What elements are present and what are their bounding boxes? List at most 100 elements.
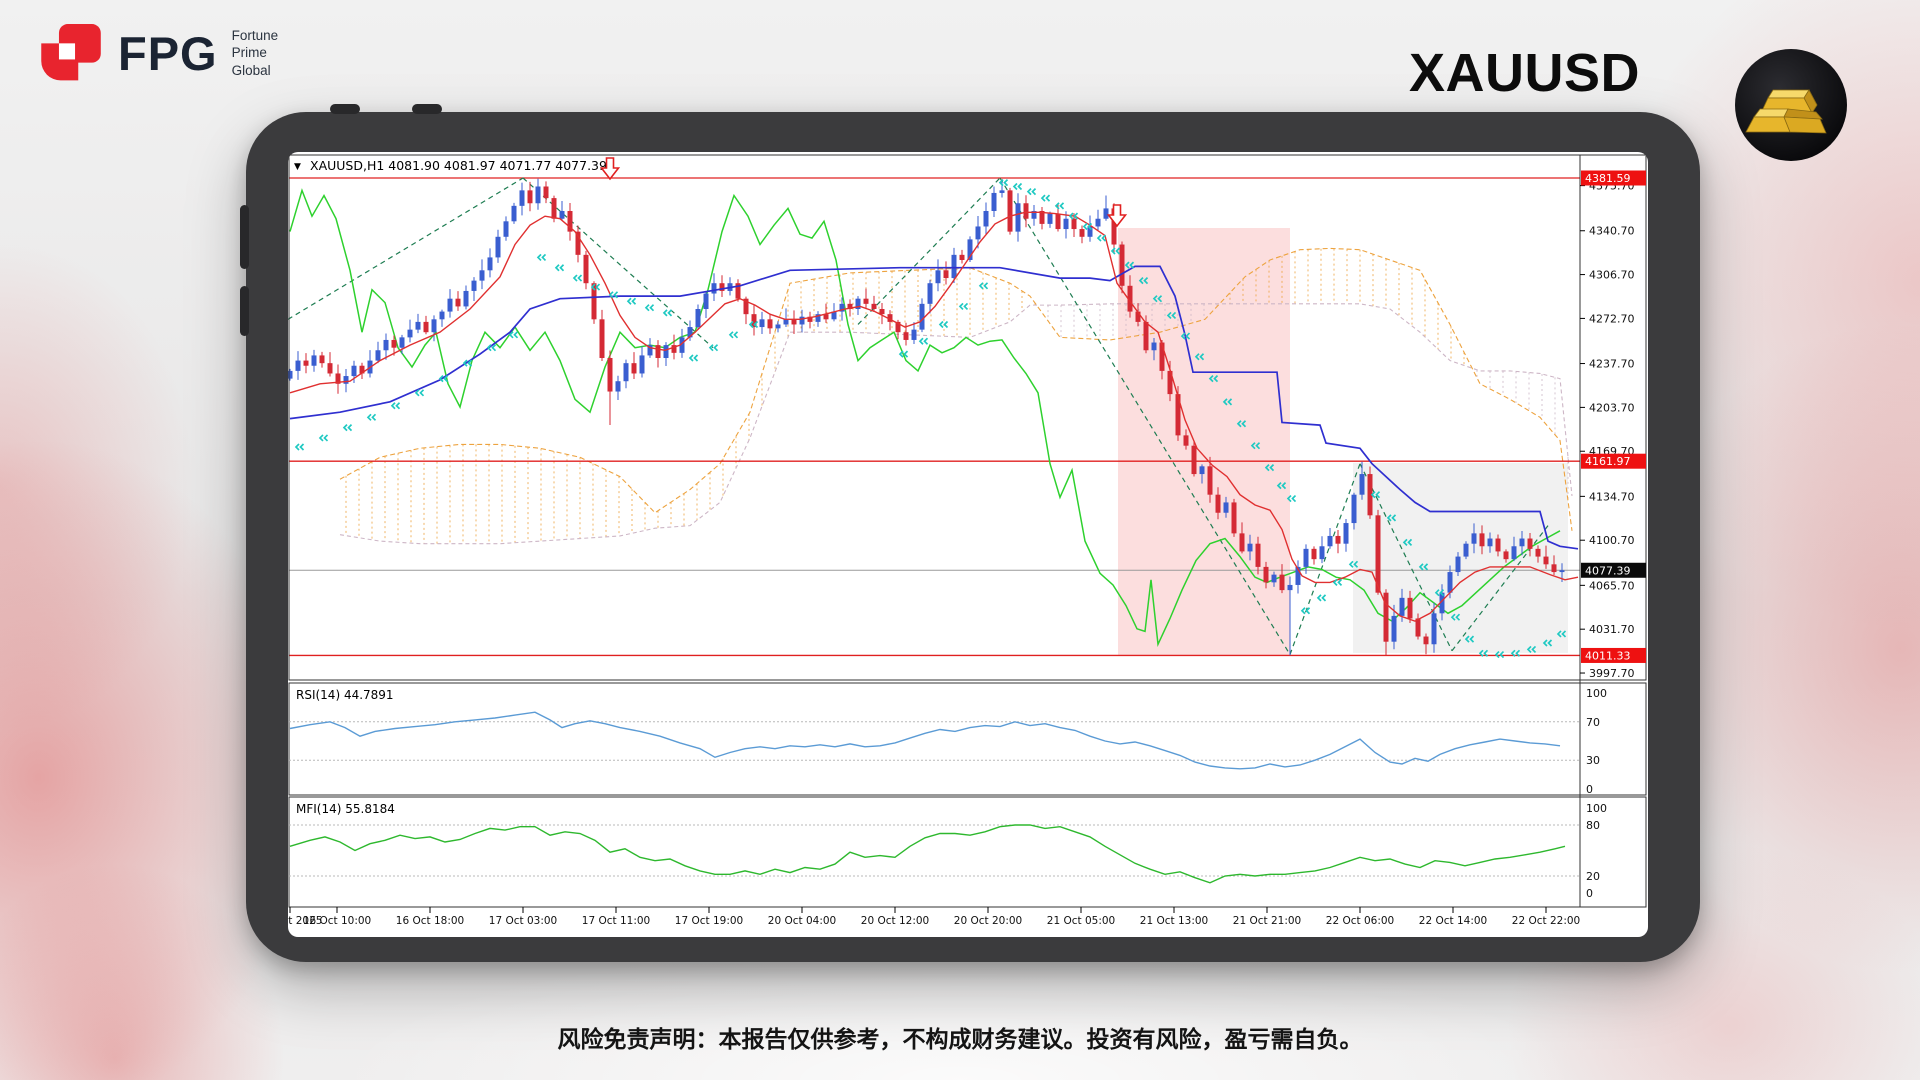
sar-chevron-icon [1402, 538, 1413, 547]
candle [671, 345, 677, 353]
candle [1391, 615, 1397, 642]
candle [1047, 213, 1053, 224]
candle [1351, 494, 1357, 524]
mfi-scale-label: 80 [1586, 819, 1600, 832]
candle [1135, 311, 1141, 322]
candle [1303, 548, 1309, 567]
candle [1119, 244, 1125, 286]
rsi-scale-label: 0 [1586, 783, 1593, 796]
candle [1263, 566, 1269, 583]
candle [1247, 543, 1253, 552]
signal-arrows [599, 157, 1128, 228]
candle [655, 345, 661, 359]
candle [327, 363, 333, 374]
sar-chevron-icon [626, 297, 637, 305]
candle [1295, 566, 1301, 585]
candle [288, 370, 293, 379]
sar-chevron-icon [938, 320, 949, 329]
candle [1399, 597, 1405, 616]
candle [607, 358, 613, 392]
time-axis-label: 22 Oct 14:00 [1419, 915, 1487, 927]
candle [1039, 210, 1045, 224]
candle [743, 298, 749, 315]
sar-chevron-icon [1494, 650, 1505, 659]
sar-chevron-icon [998, 179, 1009, 187]
trading-chart[interactable]: ▼ XAUUSD,H1 4081.90 4081.97 4071.77 4077… [288, 152, 1648, 937]
candle [703, 293, 709, 310]
candle [559, 210, 565, 219]
candle [1199, 466, 1205, 475]
candle [1423, 636, 1429, 645]
page-title: XAUUSD [1408, 43, 1640, 103]
sar-chevron-icon [978, 282, 989, 290]
sar-chevron-icon [1526, 645, 1537, 654]
sar-chevron-icon [958, 302, 969, 311]
sar-chevron-icon [1478, 649, 1489, 657]
trendline [999, 177, 1291, 655]
chart-layers [288, 177, 1580, 659]
candle [1191, 445, 1197, 475]
rsi-scale-label: 70 [1586, 716, 1600, 729]
candle [1543, 556, 1549, 565]
candle [487, 257, 493, 271]
candle [983, 210, 989, 227]
candle [1231, 502, 1237, 534]
kijun-layer [289, 265, 1579, 550]
candle [1415, 618, 1421, 637]
rsi-label: RSI(14) 44.7891 [296, 688, 394, 702]
candle [1487, 538, 1493, 547]
candle [1559, 570, 1565, 573]
trendline [857, 177, 1001, 325]
candle [1431, 613, 1437, 645]
candle [359, 365, 365, 374]
sar-chevron-icon [608, 291, 619, 299]
candle [775, 324, 781, 329]
sar-chevron-icon [1096, 234, 1107, 242]
candle [1079, 229, 1085, 237]
time-axis-label: 16 Oct 10:00 [303, 915, 371, 927]
svg-text:4381.59: 4381.59 [1585, 172, 1631, 185]
price-axis-label: 3997.70 [1589, 667, 1635, 680]
sar-chevron-icon [1222, 398, 1233, 406]
time-axis-label: 17 Oct 11:00 [582, 915, 650, 927]
candle [1375, 515, 1381, 593]
candle [999, 190, 1005, 193]
candle [855, 298, 861, 310]
candle [871, 303, 877, 310]
candle [863, 298, 869, 304]
candle [647, 345, 653, 356]
candle [1319, 546, 1325, 560]
mfi-scale-label: 20 [1586, 870, 1600, 883]
sar-chevron-icon [1450, 613, 1461, 621]
candle [879, 309, 885, 315]
sar-chevron-icon [1418, 563, 1429, 571]
candle [823, 314, 829, 320]
price-axis-label: 4340.70 [1589, 225, 1635, 238]
symbol-dropdown-icon[interactable]: ▼ [294, 162, 301, 172]
svg-text:4161.97: 4161.97 [1585, 455, 1631, 468]
trendline [522, 177, 714, 349]
candle [423, 321, 429, 333]
candle [839, 303, 845, 312]
candle [639, 355, 645, 374]
candle [375, 350, 381, 361]
selloff-highlight-box [1118, 228, 1290, 656]
candle [895, 321, 901, 333]
sar-chevron-icon [1250, 442, 1261, 450]
sar-chevron-icon [1510, 649, 1521, 657]
tablet-power-button [330, 104, 360, 114]
candle [383, 339, 389, 351]
candle [511, 205, 517, 222]
sar-chevron-icon [1264, 464, 1275, 472]
candle [719, 283, 725, 291]
sar-chevron-icon [1054, 202, 1065, 210]
sar-chevron-icon [294, 443, 305, 451]
candle [1495, 538, 1501, 552]
rsi-scale-label: 100 [1586, 687, 1607, 700]
chart-sell-arrow [1106, 204, 1128, 228]
candle [735, 283, 741, 299]
candle [463, 290, 469, 307]
candle [975, 226, 981, 240]
candle [519, 190, 525, 206]
